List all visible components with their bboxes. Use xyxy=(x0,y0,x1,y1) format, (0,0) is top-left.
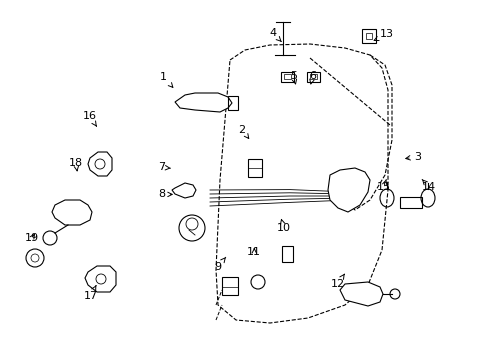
Polygon shape xyxy=(52,200,92,225)
Bar xyxy=(282,246,292,262)
Text: 5: 5 xyxy=(289,71,296,84)
Text: 12: 12 xyxy=(330,274,344,289)
Bar xyxy=(247,159,262,177)
Text: 17: 17 xyxy=(83,285,97,301)
Text: 13: 13 xyxy=(373,29,393,41)
Text: 9: 9 xyxy=(214,257,225,272)
Text: 16: 16 xyxy=(82,111,96,126)
Bar xyxy=(306,72,319,82)
Text: 11: 11 xyxy=(247,247,261,257)
Text: 14: 14 xyxy=(421,179,435,192)
Text: 19: 19 xyxy=(25,233,39,243)
Text: 18: 18 xyxy=(69,158,82,171)
Bar xyxy=(284,74,290,79)
Polygon shape xyxy=(85,266,116,292)
Text: 4: 4 xyxy=(269,28,281,41)
Text: 3: 3 xyxy=(405,152,421,162)
Polygon shape xyxy=(172,183,196,198)
Bar xyxy=(365,33,371,39)
Bar xyxy=(281,72,293,82)
Polygon shape xyxy=(88,152,112,176)
Text: 2: 2 xyxy=(238,125,248,139)
Polygon shape xyxy=(327,168,369,212)
Polygon shape xyxy=(339,282,382,306)
Text: 10: 10 xyxy=(276,219,290,233)
Bar xyxy=(227,96,238,110)
Bar xyxy=(222,277,238,295)
Bar xyxy=(399,197,421,208)
Polygon shape xyxy=(175,93,231,112)
Text: 15: 15 xyxy=(376,179,390,192)
Bar xyxy=(309,74,316,79)
Text: 6: 6 xyxy=(309,71,316,84)
Text: 7: 7 xyxy=(158,162,170,172)
Text: 8: 8 xyxy=(158,189,172,199)
Bar xyxy=(361,29,375,43)
Text: 1: 1 xyxy=(160,72,173,87)
